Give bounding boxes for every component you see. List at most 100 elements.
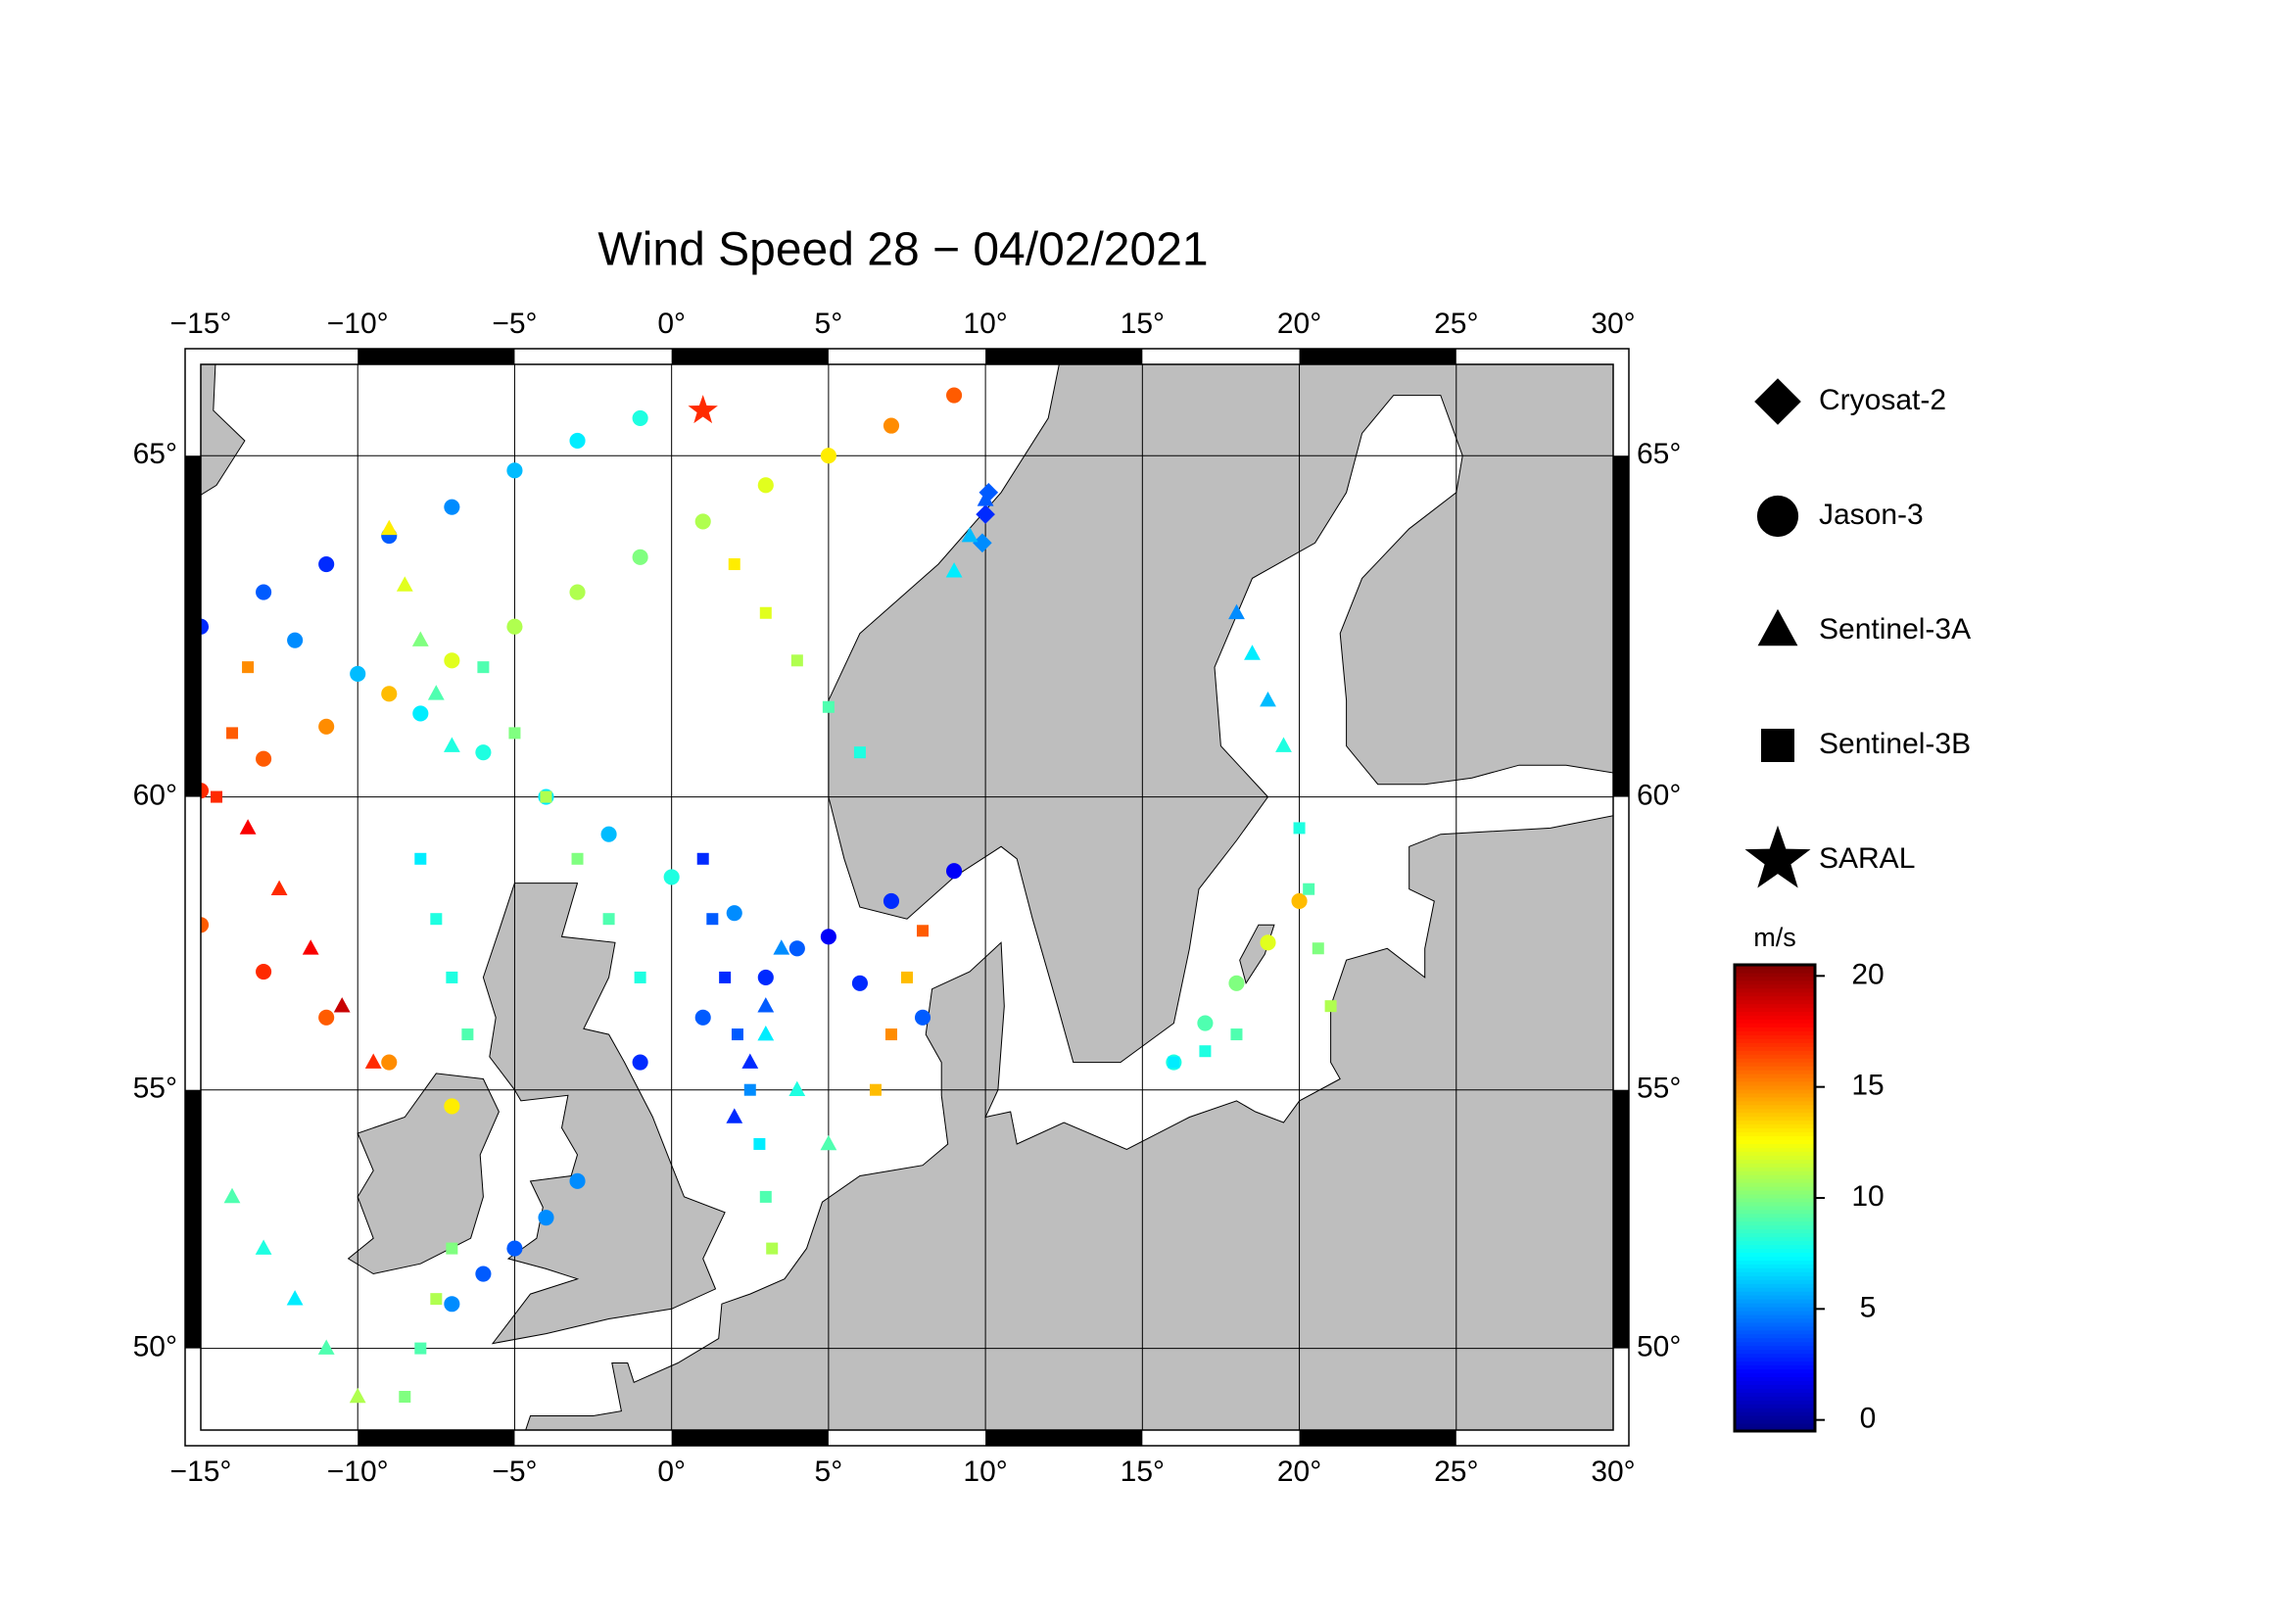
data-point [822, 700, 835, 713]
colorbar-cell [1735, 983, 1815, 989]
data-point [869, 1083, 882, 1096]
data-point [820, 929, 836, 945]
y-tick-label: 65° [1637, 438, 1681, 470]
data-point [239, 819, 257, 835]
colorbar-cell [1735, 1003, 1815, 1009]
colorbar-cell [1735, 972, 1815, 978]
data-point [538, 1210, 554, 1226]
data-point [759, 606, 772, 619]
colorbar-cell [1735, 1197, 1815, 1203]
data-point [694, 513, 711, 530]
data-point [256, 584, 272, 600]
y-tick-label: 50° [133, 1331, 177, 1363]
colorbar-cell [1735, 1232, 1815, 1238]
colorbar-cell [1735, 1240, 1815, 1246]
data-point [946, 863, 963, 880]
land [525, 815, 1613, 1430]
data-point [632, 1054, 648, 1071]
data-point [461, 1028, 474, 1041]
data-point [317, 1339, 335, 1355]
colorbar-cell [1735, 1076, 1815, 1082]
colorbar-cell [1735, 1395, 1815, 1401]
data-point [396, 576, 413, 592]
frame-bar [985, 1430, 1143, 1446]
data-point [961, 527, 978, 543]
data-point [286, 1290, 304, 1306]
colorbar-cell [1735, 1069, 1815, 1075]
legend-label: Sentinel-3A [1819, 613, 1971, 645]
x-tick-label: −10° [327, 1456, 389, 1488]
data-point [201, 783, 210, 799]
colorbar-cell [1735, 1259, 1815, 1265]
colorbar-cell [1735, 987, 1815, 993]
x-tick-label: 15° [1121, 308, 1165, 340]
data-point [766, 1242, 779, 1255]
data-point [1291, 892, 1308, 910]
legend-marker [1756, 495, 1799, 538]
data-point [256, 963, 272, 980]
colorbar-cell [1735, 1023, 1815, 1027]
colorbar-cell [1735, 1361, 1815, 1366]
data-point [318, 1009, 335, 1026]
x-tick-label: 0° [657, 308, 686, 340]
colorbar-cell [1735, 1298, 1815, 1304]
colorbar-cell [1735, 1403, 1815, 1409]
data-point [444, 499, 460, 515]
legend-marker [1754, 378, 1801, 425]
data-point [475, 744, 492, 761]
colorbar-cell [1735, 1341, 1815, 1347]
data-point [211, 790, 223, 803]
colorbar-cell [1735, 1282, 1815, 1288]
legend: Cryosat-2 Jason-3 Sentinel-3A Sentinel-3B SA… [1744, 378, 1971, 888]
y-tick-label: 55° [1637, 1073, 1681, 1105]
x-tick-label: 5° [815, 1456, 843, 1488]
data-point [853, 746, 866, 759]
data-point [731, 1028, 743, 1041]
frame-bar [185, 455, 201, 797]
colorbar-cell [1735, 1270, 1815, 1276]
data-point [381, 686, 398, 702]
colorbar-cell [1735, 979, 1815, 985]
colorbar-cell [1735, 1057, 1815, 1063]
colorbar-cell [1735, 1096, 1815, 1102]
colorbar-cell [1735, 1333, 1815, 1339]
data-point [788, 1080, 806, 1096]
data-point [255, 1239, 272, 1255]
colorbar-cell [1735, 1162, 1815, 1168]
y-tick-label: 60° [1637, 779, 1681, 811]
data-point [506, 1240, 523, 1257]
data-point [976, 504, 995, 524]
data-point [759, 1190, 772, 1203]
colorbar-cell [1735, 1065, 1815, 1071]
colorbar-cell [1735, 1166, 1815, 1171]
data-point [444, 1098, 460, 1115]
colorbar-cell [1735, 1104, 1815, 1110]
data-point [506, 618, 523, 635]
data-point [883, 417, 900, 434]
data-point [444, 652, 460, 669]
data-point [540, 790, 552, 803]
colorbar-cell [1735, 1139, 1815, 1144]
data-point [973, 533, 992, 553]
data-point [757, 997, 775, 1013]
colorbar-cell [1735, 995, 1815, 1001]
colorbar-cell [1735, 1314, 1815, 1319]
data-point [256, 750, 272, 767]
colorbar-cell [1735, 1228, 1815, 1234]
y-tick-label: 50° [1637, 1331, 1681, 1363]
map-area [201, 364, 1613, 1430]
data-point [945, 562, 963, 578]
colorbar-cell [1735, 1414, 1815, 1420]
colorbar-cell [1735, 1123, 1815, 1129]
frame-bar [1613, 455, 1629, 797]
data-point [726, 905, 742, 922]
colorbar-cell [1735, 1375, 1815, 1381]
data-point [349, 1387, 366, 1404]
data-point [1168, 1056, 1180, 1069]
x-tick-label: 25° [1434, 1456, 1478, 1488]
colorbar-cell [1735, 1142, 1815, 1148]
data-point [1197, 1015, 1214, 1031]
data-point [688, 395, 718, 424]
colorbar-cell [1735, 1407, 1815, 1412]
